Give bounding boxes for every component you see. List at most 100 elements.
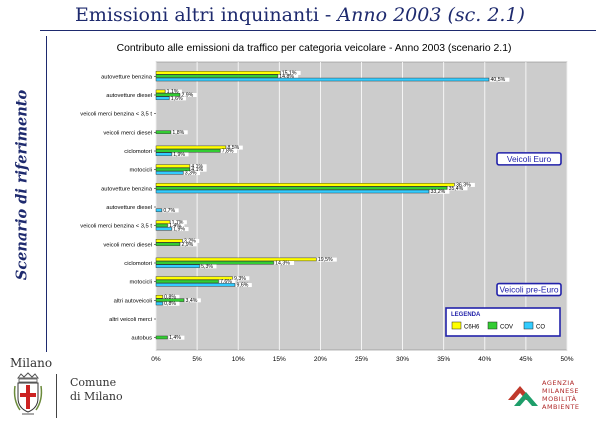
category-label: veicoli merci diesel bbox=[103, 242, 152, 248]
bar-c6h6 bbox=[155, 89, 166, 94]
bar-cov bbox=[155, 279, 219, 284]
bar-cov bbox=[155, 186, 448, 190]
bar-cov bbox=[155, 223, 168, 228]
data-label-bg bbox=[171, 130, 188, 135]
x-tick-label: 25% bbox=[355, 356, 368, 363]
bar-cov bbox=[155, 130, 171, 134]
amma-line-3: MOBILITÀ bbox=[542, 395, 577, 403]
data-label-bg bbox=[168, 223, 185, 228]
data-label: 1,8% bbox=[172, 130, 184, 136]
bar-co bbox=[155, 301, 163, 306]
data-label-bg bbox=[429, 189, 450, 194]
bar-cov bbox=[155, 298, 185, 302]
data-label: 1,4% bbox=[169, 335, 181, 341]
data-label-bg bbox=[226, 145, 243, 150]
bar-co bbox=[155, 264, 200, 268]
bar-cov bbox=[155, 74, 278, 78]
x-tick-label: 40% bbox=[478, 356, 491, 363]
bar-co bbox=[155, 96, 170, 100]
data-label-bg bbox=[317, 257, 337, 262]
bar-c6h6 bbox=[155, 220, 171, 224]
bar-c6h6 bbox=[155, 295, 163, 299]
data-label-bg bbox=[190, 167, 207, 172]
category-label: veicoli merci benzina < 3,5 t bbox=[80, 224, 152, 230]
data-label-bg bbox=[170, 96, 187, 101]
data-label: 9,6% bbox=[237, 283, 249, 289]
bar-c6h6 bbox=[155, 71, 281, 75]
legend-box bbox=[445, 307, 561, 337]
legend-label: C6H6 bbox=[464, 325, 480, 331]
data-label: 35,4% bbox=[449, 186, 464, 192]
legend-label: COV bbox=[500, 325, 513, 331]
category-label: ciclomotori bbox=[124, 149, 152, 155]
bar-co bbox=[155, 189, 430, 194]
data-label: 15,1% bbox=[282, 70, 297, 76]
bar-c6h6 bbox=[155, 164, 190, 168]
bar-cov bbox=[155, 167, 190, 172]
data-label: 36,3% bbox=[456, 182, 471, 188]
data-label-bg bbox=[233, 276, 250, 281]
bar-cov bbox=[155, 149, 221, 153]
data-label: 0,8% bbox=[164, 301, 176, 307]
title-divider bbox=[40, 30, 596, 31]
data-label-bg bbox=[172, 152, 189, 157]
data-label: 1,4% bbox=[169, 223, 181, 229]
data-label-bg bbox=[163, 294, 180, 299]
data-label-bg bbox=[278, 74, 299, 79]
data-label: 14,3% bbox=[275, 261, 290, 267]
data-label: 0,8% bbox=[164, 294, 176, 300]
bar-cov bbox=[155, 335, 168, 340]
data-label: 0,7% bbox=[163, 208, 175, 214]
legend-title: LEGENDA bbox=[451, 312, 481, 318]
data-label-bg bbox=[184, 298, 201, 303]
x-tick-label: 0% bbox=[151, 356, 161, 363]
data-label-bg bbox=[183, 238, 200, 243]
data-label: 1,9% bbox=[173, 152, 185, 158]
legend-label: CO bbox=[536, 325, 545, 331]
bar-co bbox=[155, 227, 172, 231]
bar-co bbox=[155, 77, 490, 82]
data-label: 14,8% bbox=[279, 74, 294, 80]
data-label-bg bbox=[221, 149, 238, 153]
category-label: autovetture benzina bbox=[101, 186, 153, 192]
group-badge-label: Veicoli Euro bbox=[507, 154, 552, 164]
group-badge bbox=[496, 282, 562, 297]
data-label-bg bbox=[162, 208, 179, 213]
data-label-bg bbox=[168, 335, 185, 340]
legend-swatch bbox=[523, 321, 534, 330]
category-label: ciclomotori bbox=[124, 261, 152, 267]
data-label-bg bbox=[190, 164, 207, 169]
data-label-bg bbox=[489, 77, 510, 82]
category-label: altri autoveicoli bbox=[114, 298, 152, 304]
category-label: motocicli bbox=[129, 280, 152, 286]
title-year: Anno 2003 (sc. 2.1) bbox=[337, 4, 525, 26]
data-label: 2,9% bbox=[181, 93, 193, 99]
data-label: 1,9% bbox=[173, 227, 185, 233]
category-label: autovetture benzina bbox=[101, 74, 153, 80]
data-label: 1,7% bbox=[172, 220, 184, 226]
bar-c6h6 bbox=[155, 239, 183, 243]
data-label-bg bbox=[274, 261, 295, 265]
data-label: 7,8% bbox=[222, 149, 234, 155]
bar-c6h6 bbox=[155, 145, 227, 150]
data-label-bg bbox=[180, 242, 197, 247]
bar-co bbox=[155, 208, 162, 212]
category-label: altri veicoli merci bbox=[109, 317, 152, 323]
x-tick-label: 35% bbox=[437, 356, 450, 363]
bar-co bbox=[155, 152, 172, 156]
data-label: 4,1% bbox=[191, 167, 203, 173]
bar-co bbox=[155, 283, 236, 287]
data-label: 19,5% bbox=[318, 257, 333, 263]
bar-cov bbox=[155, 93, 181, 97]
data-label-bg bbox=[163, 301, 180, 306]
x-tick-label: 10% bbox=[232, 356, 245, 363]
amma-line-1: AGENZIA bbox=[542, 379, 575, 387]
data-label: 2,9% bbox=[181, 242, 193, 248]
bar-cov bbox=[155, 261, 274, 265]
data-label: 3,4% bbox=[186, 298, 198, 304]
data-label: 3,2% bbox=[184, 238, 196, 244]
data-label-bg bbox=[455, 182, 475, 187]
category-label: motocicli bbox=[129, 168, 152, 174]
data-label: 8,5% bbox=[227, 145, 239, 151]
data-label: 1,1% bbox=[167, 89, 179, 95]
